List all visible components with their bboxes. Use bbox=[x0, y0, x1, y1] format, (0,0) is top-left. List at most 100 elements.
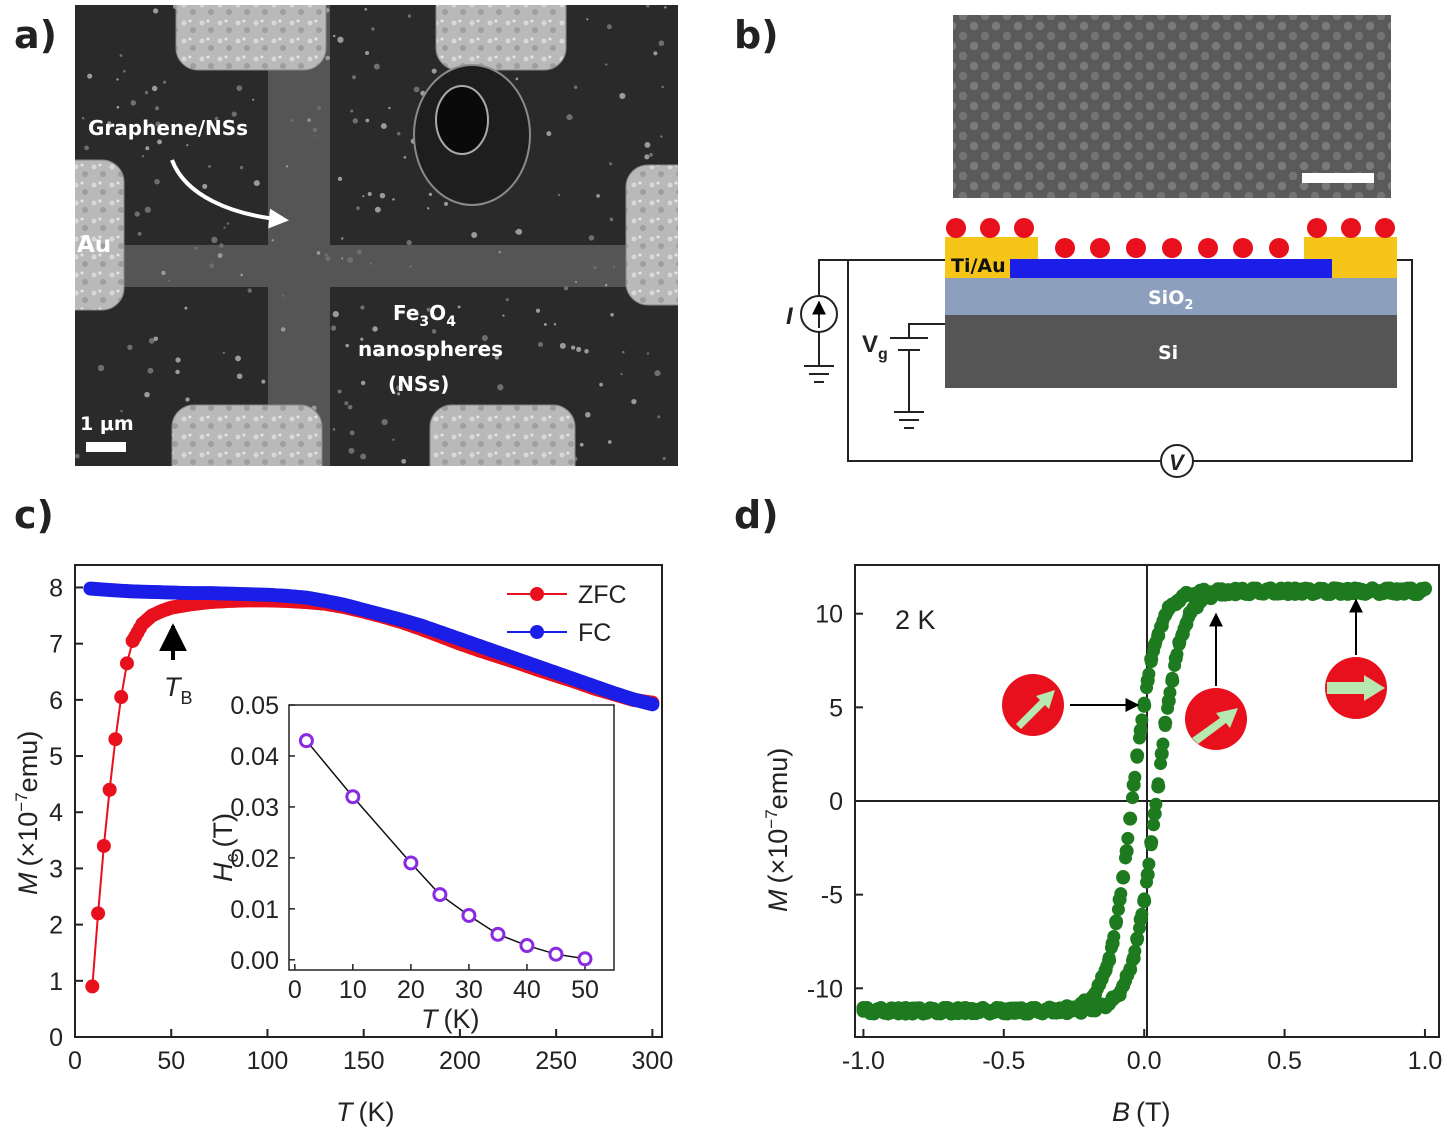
x-axis-label: T (K) bbox=[336, 1097, 395, 1127]
hc-point bbox=[298, 733, 314, 749]
m-point bbox=[1168, 658, 1182, 672]
x-axis-label: B (T) bbox=[1112, 1097, 1171, 1127]
y-tick-label: 6 bbox=[49, 687, 63, 715]
nanosphere bbox=[1233, 238, 1253, 258]
inset-y-tick-label: 0.04 bbox=[230, 743, 279, 771]
y-tick-label: 8 bbox=[49, 574, 63, 602]
tb-label: TB bbox=[164, 672, 193, 708]
nanosphere bbox=[946, 218, 966, 238]
m-point bbox=[1154, 757, 1168, 771]
x-tick-label: -1.0 bbox=[842, 1047, 885, 1075]
x-tick-label: 300 bbox=[632, 1047, 674, 1075]
inset-y-tick-label: 0.03 bbox=[230, 794, 279, 822]
nanosphere bbox=[1307, 218, 1327, 238]
panel-label-c: c) bbox=[14, 493, 54, 537]
nanosphere bbox=[1126, 238, 1146, 258]
sem-inset bbox=[953, 15, 1391, 198]
x-tick-label: 200 bbox=[439, 1047, 481, 1075]
y-tick-label: 5 bbox=[49, 743, 63, 771]
nanosphere bbox=[1198, 238, 1218, 258]
m-point bbox=[1104, 941, 1118, 955]
m-point bbox=[1107, 930, 1121, 944]
y-tick-label: 10 bbox=[815, 601, 843, 629]
zfc-point bbox=[102, 782, 117, 797]
temperature-annotation: 2 K bbox=[895, 605, 936, 635]
annot-fe3o4: Fe3O4 bbox=[393, 301, 456, 330]
m-point bbox=[1147, 818, 1161, 832]
legend-label: ZFC bbox=[578, 581, 627, 609]
sem-image: Graphene/NSs Au Fe3O4 nanospheres (NSs) … bbox=[75, 5, 678, 466]
y-tick-label: 2 bbox=[49, 912, 63, 940]
m-point bbox=[1142, 667, 1156, 681]
m-point bbox=[1142, 857, 1156, 871]
y-tick-label: 5 bbox=[829, 694, 843, 722]
y-tick-label: 7 bbox=[49, 631, 63, 659]
hc-point bbox=[548, 946, 564, 962]
m-point bbox=[1114, 887, 1128, 901]
m-point bbox=[1130, 750, 1144, 764]
hc-point bbox=[432, 887, 448, 903]
m-point bbox=[1137, 696, 1151, 710]
x-tick-label: -0.5 bbox=[982, 1047, 1025, 1075]
nanospheres bbox=[946, 218, 1395, 258]
au-pad bbox=[75, 159, 125, 311]
chart-d: -1.0 -0.5 0.0 0.5 1.0 -10 -5 0 5 10 2 K B (T) M(×1… bbox=[762, 564, 1443, 1127]
inset-frame bbox=[288, 704, 615, 971]
si-label: Si bbox=[1158, 342, 1178, 364]
x-tick-label: 100 bbox=[247, 1047, 289, 1075]
m-point bbox=[1151, 777, 1165, 791]
nanosphere bbox=[1341, 218, 1361, 238]
sio2-layer bbox=[945, 278, 1397, 315]
inset-x-tick-label: 30 bbox=[455, 976, 483, 1004]
m-point bbox=[1140, 875, 1154, 889]
m-point bbox=[1130, 933, 1144, 947]
current-label: I bbox=[786, 303, 794, 330]
inset-y-tick-label: 0.05 bbox=[230, 692, 279, 720]
y-axis-label: M(×10−7emu) bbox=[12, 731, 43, 895]
nanosphere bbox=[1055, 238, 1075, 258]
au-pad bbox=[429, 404, 576, 466]
nanosphere bbox=[1090, 238, 1110, 258]
hc-point bbox=[345, 789, 361, 805]
m-point bbox=[1163, 685, 1177, 699]
annot-graphene: Graphene/NSs bbox=[88, 116, 248, 140]
hc-point bbox=[461, 907, 477, 923]
inset-y-axis-label: Hc(T) bbox=[208, 813, 242, 882]
m-point bbox=[1137, 892, 1151, 906]
y-tick-label: 1 bbox=[49, 968, 63, 996]
au-pad bbox=[625, 164, 678, 306]
annot-nanospheres: nanospheres bbox=[358, 337, 503, 361]
au-pad bbox=[171, 404, 323, 466]
m-point bbox=[1102, 951, 1116, 965]
m-point bbox=[1135, 907, 1149, 921]
scalebar-label: 1 μm bbox=[80, 413, 134, 435]
gate-voltage-label: Vg bbox=[862, 331, 888, 363]
zfc-point bbox=[96, 838, 111, 853]
x-tick-label: 0.5 bbox=[1267, 1047, 1302, 1075]
nanosphere bbox=[1162, 238, 1182, 258]
y-tick-label: 4 bbox=[49, 799, 63, 827]
zfc-point bbox=[114, 690, 129, 705]
m-point bbox=[1109, 917, 1123, 931]
m-point bbox=[1165, 671, 1179, 685]
inset-x-tick-label: 0 bbox=[288, 976, 302, 1004]
spin-state-icon bbox=[1002, 674, 1064, 736]
scalebar bbox=[86, 442, 126, 452]
x-tick-label: 250 bbox=[535, 1047, 577, 1075]
m-point bbox=[1170, 647, 1184, 661]
inset-y-tick-label: 0.02 bbox=[230, 845, 279, 873]
x-tick-label: 0 bbox=[68, 1047, 82, 1075]
y-tick-label: -10 bbox=[807, 975, 843, 1003]
y-tick-label: 0 bbox=[49, 1024, 63, 1052]
tiau-label: Ti/Au bbox=[951, 255, 1006, 277]
nanosphere bbox=[980, 218, 1000, 238]
inset-y-tick-label: 0.00 bbox=[230, 947, 279, 975]
m-point bbox=[1128, 770, 1142, 784]
m-point bbox=[1144, 838, 1158, 852]
annot-nss: (NSs) bbox=[388, 372, 449, 396]
voltmeter-icon bbox=[1160, 444, 1194, 478]
x-tick-label: 1.0 bbox=[1408, 1047, 1443, 1075]
legend-label: FC bbox=[578, 619, 611, 647]
